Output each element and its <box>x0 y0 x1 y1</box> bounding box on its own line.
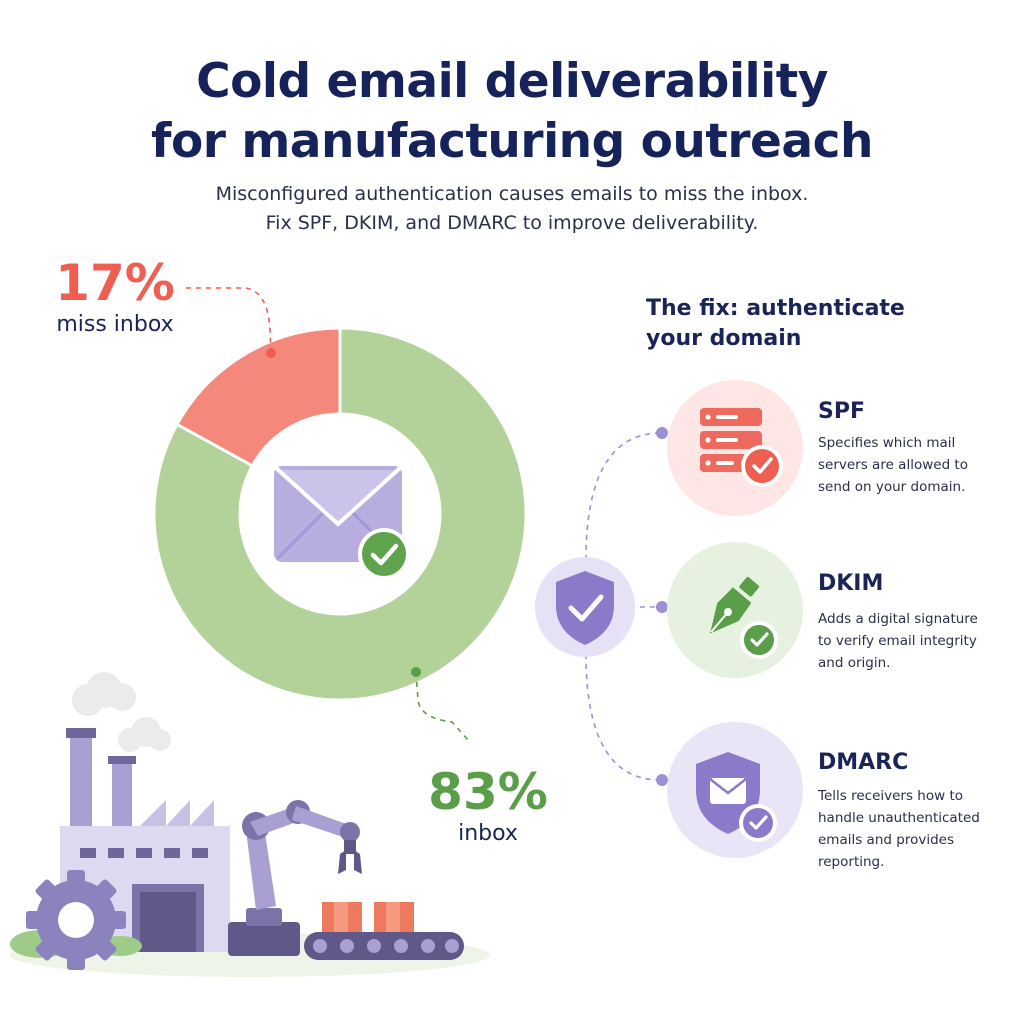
dkim-desc-line: and origin. <box>818 655 891 671</box>
stat-inbox-value: 83% <box>428 763 548 821</box>
pen-nib-check-icon <box>667 542 803 678</box>
inbox-leader-dot <box>411 667 421 677</box>
title-line-1: Cold email deliverability <box>196 54 828 109</box>
miss-leader-dot <box>266 348 276 358</box>
connector-dot-dmarc <box>656 774 668 786</box>
shield-envelope-check-icon <box>667 722 803 858</box>
conveyor-belt <box>304 902 464 960</box>
dmarc-desc-line: reporting. <box>818 854 885 870</box>
dmarc-desc-line: handle unauthenticated <box>818 810 980 826</box>
stat-inbox-label: inbox <box>458 821 518 846</box>
shield-check-icon <box>535 557 635 657</box>
subtitle: Misconfigured authentication causes emai… <box>0 180 1024 238</box>
dkim-title: DKIM <box>818 571 884 596</box>
dkim-desc-line: Adds a digital signature <box>818 611 978 627</box>
connector-dot-spf <box>656 427 668 439</box>
stat-miss-value: 17% <box>55 254 175 312</box>
spf-desc-line: Specifies which mail <box>818 435 956 451</box>
stat-inbox: 83% inbox <box>418 764 558 848</box>
subtitle-line-2: Fix SPF, DKIM, and DMARC to improve deli… <box>265 212 759 234</box>
subtitle-line-1: Misconfigured authentication causes emai… <box>215 183 809 205</box>
server-check-icon <box>667 380 803 516</box>
dmarc-desc-line: emails and provides <box>818 832 954 848</box>
dkim-desc-line: to verify email integrity <box>818 633 977 649</box>
title-line-2: for manufacturing outreach <box>151 114 873 169</box>
stat-miss-label: miss inbox <box>56 312 174 337</box>
page-title: Cold email deliverability for manufactur… <box>0 52 1024 172</box>
dmarc-desc-line: Tells receivers how to <box>818 788 963 804</box>
robot-arm <box>228 800 362 956</box>
stat-miss-inbox: 17% miss inbox <box>50 255 180 339</box>
dkim-description: Adds a digital signature to verify email… <box>818 608 1014 674</box>
connector-spf <box>585 432 661 561</box>
fix-heading: The fix: authenticate your domain <box>646 294 966 354</box>
spf-title: SPF <box>818 399 865 424</box>
envelope-check-icon <box>274 466 410 580</box>
spf-description: Specifies which mail servers are allowed… <box>818 432 1014 498</box>
dmarc-title: DMARC <box>818 750 909 775</box>
connector-dot-dkim <box>656 601 668 613</box>
miss-leader-line <box>186 287 272 353</box>
fix-heading-line-1: The fix: authenticate <box>646 296 905 321</box>
factory-illustration <box>10 672 490 977</box>
fix-heading-line-2: your domain <box>646 326 802 351</box>
spf-desc-line: servers are allowed to <box>818 457 968 473</box>
connector-dmarc <box>585 653 661 781</box>
dmarc-description: Tells receivers how to handle unauthenti… <box>818 785 1014 873</box>
inbox-leader-line <box>415 671 469 741</box>
spf-desc-line: send on your domain. <box>818 479 966 495</box>
